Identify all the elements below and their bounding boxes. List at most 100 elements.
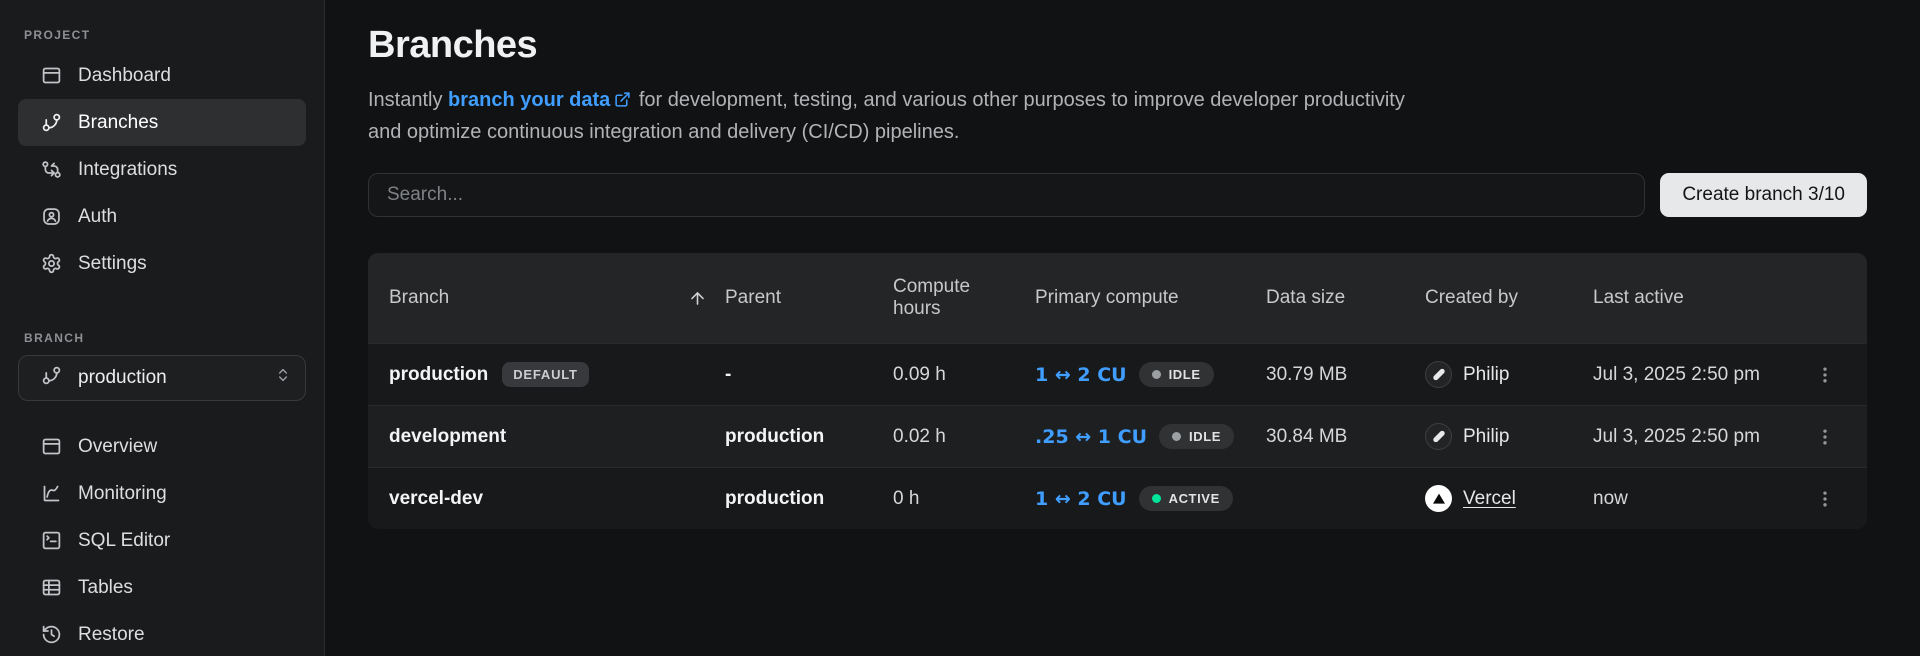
branch-section-label: BRANCH bbox=[24, 331, 85, 345]
last-active-cell: Jul 3, 2025 2:50 pm bbox=[1593, 363, 1760, 385]
primary-compute-cell: .25 ↔ 1 CU IDLE bbox=[1035, 424, 1266, 449]
column-header-branch[interactable]: Branch bbox=[368, 287, 725, 309]
sidebar-item-dashboard[interactable]: Dashboard bbox=[18, 52, 306, 99]
table-row[interactable]: production DEFAULT - 0.09 h 1 ↔ 2 CU IDL… bbox=[368, 343, 1867, 405]
sidebar-item-label: Overview bbox=[78, 435, 158, 457]
status-dot-icon bbox=[1151, 494, 1161, 503]
sidebar-item-label: Restore bbox=[78, 623, 145, 645]
primary-compute-cell: 1 ↔ 2 CU IDLE bbox=[1035, 362, 1266, 387]
sidebar-item-monitoring[interactable]: Monitoring bbox=[18, 470, 306, 517]
compute-hours-cell: 0 h bbox=[893, 487, 920, 509]
compute-hours-cell: 0.09 h bbox=[893, 363, 946, 385]
column-header-last-active[interactable]: Last active bbox=[1593, 287, 1684, 308]
table-row[interactable]: vercel-dev production 0 h 1 ↔ 2 CU ACTIV… bbox=[368, 467, 1867, 529]
sidebar-item-restore[interactable]: Restore bbox=[18, 611, 306, 656]
sql-editor-icon bbox=[40, 530, 62, 552]
branch-name: development bbox=[389, 425, 507, 447]
avatar bbox=[1425, 485, 1452, 512]
primary-compute-cell: 1 ↔ 2 CU ACTIVE bbox=[1035, 486, 1266, 511]
sidebar-item-sql-editor[interactable]: SQL Editor bbox=[18, 517, 306, 564]
sidebar-item-branches[interactable]: Branches bbox=[18, 99, 306, 146]
sidebar-item-label: Integrations bbox=[78, 158, 178, 180]
description-text: Instantly bbox=[368, 89, 449, 111]
sidebar-item-label: Dashboard bbox=[78, 64, 171, 86]
auth-icon bbox=[40, 206, 62, 228]
created-by-cell: Philip bbox=[1425, 361, 1593, 388]
create-branch-button[interactable]: Create branch 3/10 bbox=[1660, 173, 1867, 217]
actions-cell bbox=[1807, 485, 1867, 513]
branch-selector[interactable]: production bbox=[18, 355, 306, 401]
sidebar-item-label: Tables bbox=[78, 576, 133, 598]
sidebar-item-integrations[interactable]: Integrations bbox=[18, 146, 306, 193]
tables-icon bbox=[40, 577, 62, 599]
branches-table: Branch Parent Compute hours Primary comp… bbox=[368, 253, 1867, 529]
status-badge: ACTIVE bbox=[1138, 486, 1233, 511]
created-by-cell: Vercel bbox=[1425, 485, 1593, 512]
branch-selector-value: production bbox=[78, 367, 167, 388]
branch-cell: vercel-dev bbox=[368, 488, 725, 510]
parent-cell: production bbox=[725, 487, 825, 509]
sidebar-item-label: Branches bbox=[78, 111, 159, 133]
status-badge: IDLE bbox=[1159, 424, 1235, 449]
compute-range: .25 ↔ 1 CU bbox=[1035, 425, 1148, 448]
compute-hours-cell: 0.02 h bbox=[893, 425, 946, 447]
status-label: ACTIVE bbox=[1168, 491, 1220, 506]
branch-cell: development bbox=[368, 426, 725, 448]
status-dot-icon bbox=[1151, 370, 1161, 379]
branch-name: production bbox=[389, 363, 489, 385]
actions-cell bbox=[1807, 423, 1867, 451]
creator-name: Philip bbox=[1463, 363, 1510, 385]
sidebar: PROJECT Dashboard Branches Integrations … bbox=[0, 0, 325, 656]
column-header-created-by[interactable]: Created by bbox=[1425, 287, 1518, 308]
status-dot-icon bbox=[1172, 432, 1182, 441]
description-text: and optimize continuous integration and … bbox=[368, 121, 960, 143]
column-header-parent[interactable]: Parent bbox=[725, 287, 781, 308]
branch-cell: production DEFAULT bbox=[368, 362, 725, 387]
compute-range: 1 ↔ 2 CU bbox=[1035, 487, 1127, 510]
branch-name: vercel-dev bbox=[389, 487, 484, 509]
sidebar-item-tables[interactable]: Tables bbox=[18, 564, 306, 611]
chevrons-up-down-icon bbox=[275, 367, 291, 389]
restore-icon bbox=[40, 624, 62, 646]
monitoring-icon bbox=[40, 483, 62, 505]
page-title: Branches bbox=[368, 24, 538, 66]
sidebar-item-overview[interactable]: Overview bbox=[18, 423, 306, 470]
column-header-data-size[interactable]: Data size bbox=[1266, 287, 1346, 308]
data-size-cell: 30.84 MB bbox=[1266, 425, 1348, 447]
integrations-icon bbox=[40, 159, 62, 181]
created-by-cell: Philip bbox=[1425, 423, 1593, 450]
kebab-menu-icon[interactable] bbox=[1811, 423, 1839, 451]
status-label: IDLE bbox=[1168, 367, 1201, 382]
toolbar: Create branch 3/10 bbox=[368, 173, 1867, 217]
last-active-cell: now bbox=[1593, 487, 1628, 509]
project-section-label: PROJECT bbox=[24, 28, 91, 42]
data-size-cell: 30.79 MB bbox=[1266, 363, 1348, 385]
sidebar-item-label: SQL Editor bbox=[78, 529, 171, 551]
sidebar-item-label: Auth bbox=[78, 205, 118, 227]
page-description: Instantly branch your data for developme… bbox=[368, 85, 1528, 147]
search-input[interactable] bbox=[368, 173, 1646, 217]
external-link-icon bbox=[614, 87, 631, 117]
last-active-cell: Jul 3, 2025 2:50 pm bbox=[1593, 425, 1760, 447]
main-content: Branches Instantly branch your data for … bbox=[325, 0, 1920, 656]
status-label: IDLE bbox=[1189, 429, 1222, 444]
column-header-primary-compute[interactable]: Primary compute bbox=[1035, 287, 1179, 308]
kebab-menu-icon[interactable] bbox=[1811, 361, 1839, 389]
creator-name[interactable]: Vercel bbox=[1463, 487, 1516, 509]
sidebar-item-settings[interactable]: Settings bbox=[18, 240, 306, 287]
branch-your-data-link[interactable]: branch your data bbox=[448, 89, 633, 111]
table-body: production DEFAULT - 0.09 h 1 ↔ 2 CU IDL… bbox=[368, 343, 1867, 529]
compute-range: 1 ↔ 2 CU bbox=[1035, 363, 1127, 386]
column-header-compute-hours[interactable]: Compute hours bbox=[893, 276, 971, 319]
avatar bbox=[1425, 361, 1452, 388]
sort-ascending-icon[interactable] bbox=[688, 289, 707, 308]
sidebar-item-auth[interactable]: Auth bbox=[18, 193, 306, 240]
kebab-menu-icon[interactable] bbox=[1811, 485, 1839, 513]
table-row[interactable]: development production 0.02 h .25 ↔ 1 CU… bbox=[368, 405, 1867, 467]
creator-name: Philip bbox=[1463, 425, 1510, 447]
sidebar-item-label: Settings bbox=[78, 252, 147, 274]
branch-icon bbox=[41, 365, 62, 392]
sidebar-item-label: Monitoring bbox=[78, 482, 167, 504]
settings-icon bbox=[40, 253, 62, 275]
